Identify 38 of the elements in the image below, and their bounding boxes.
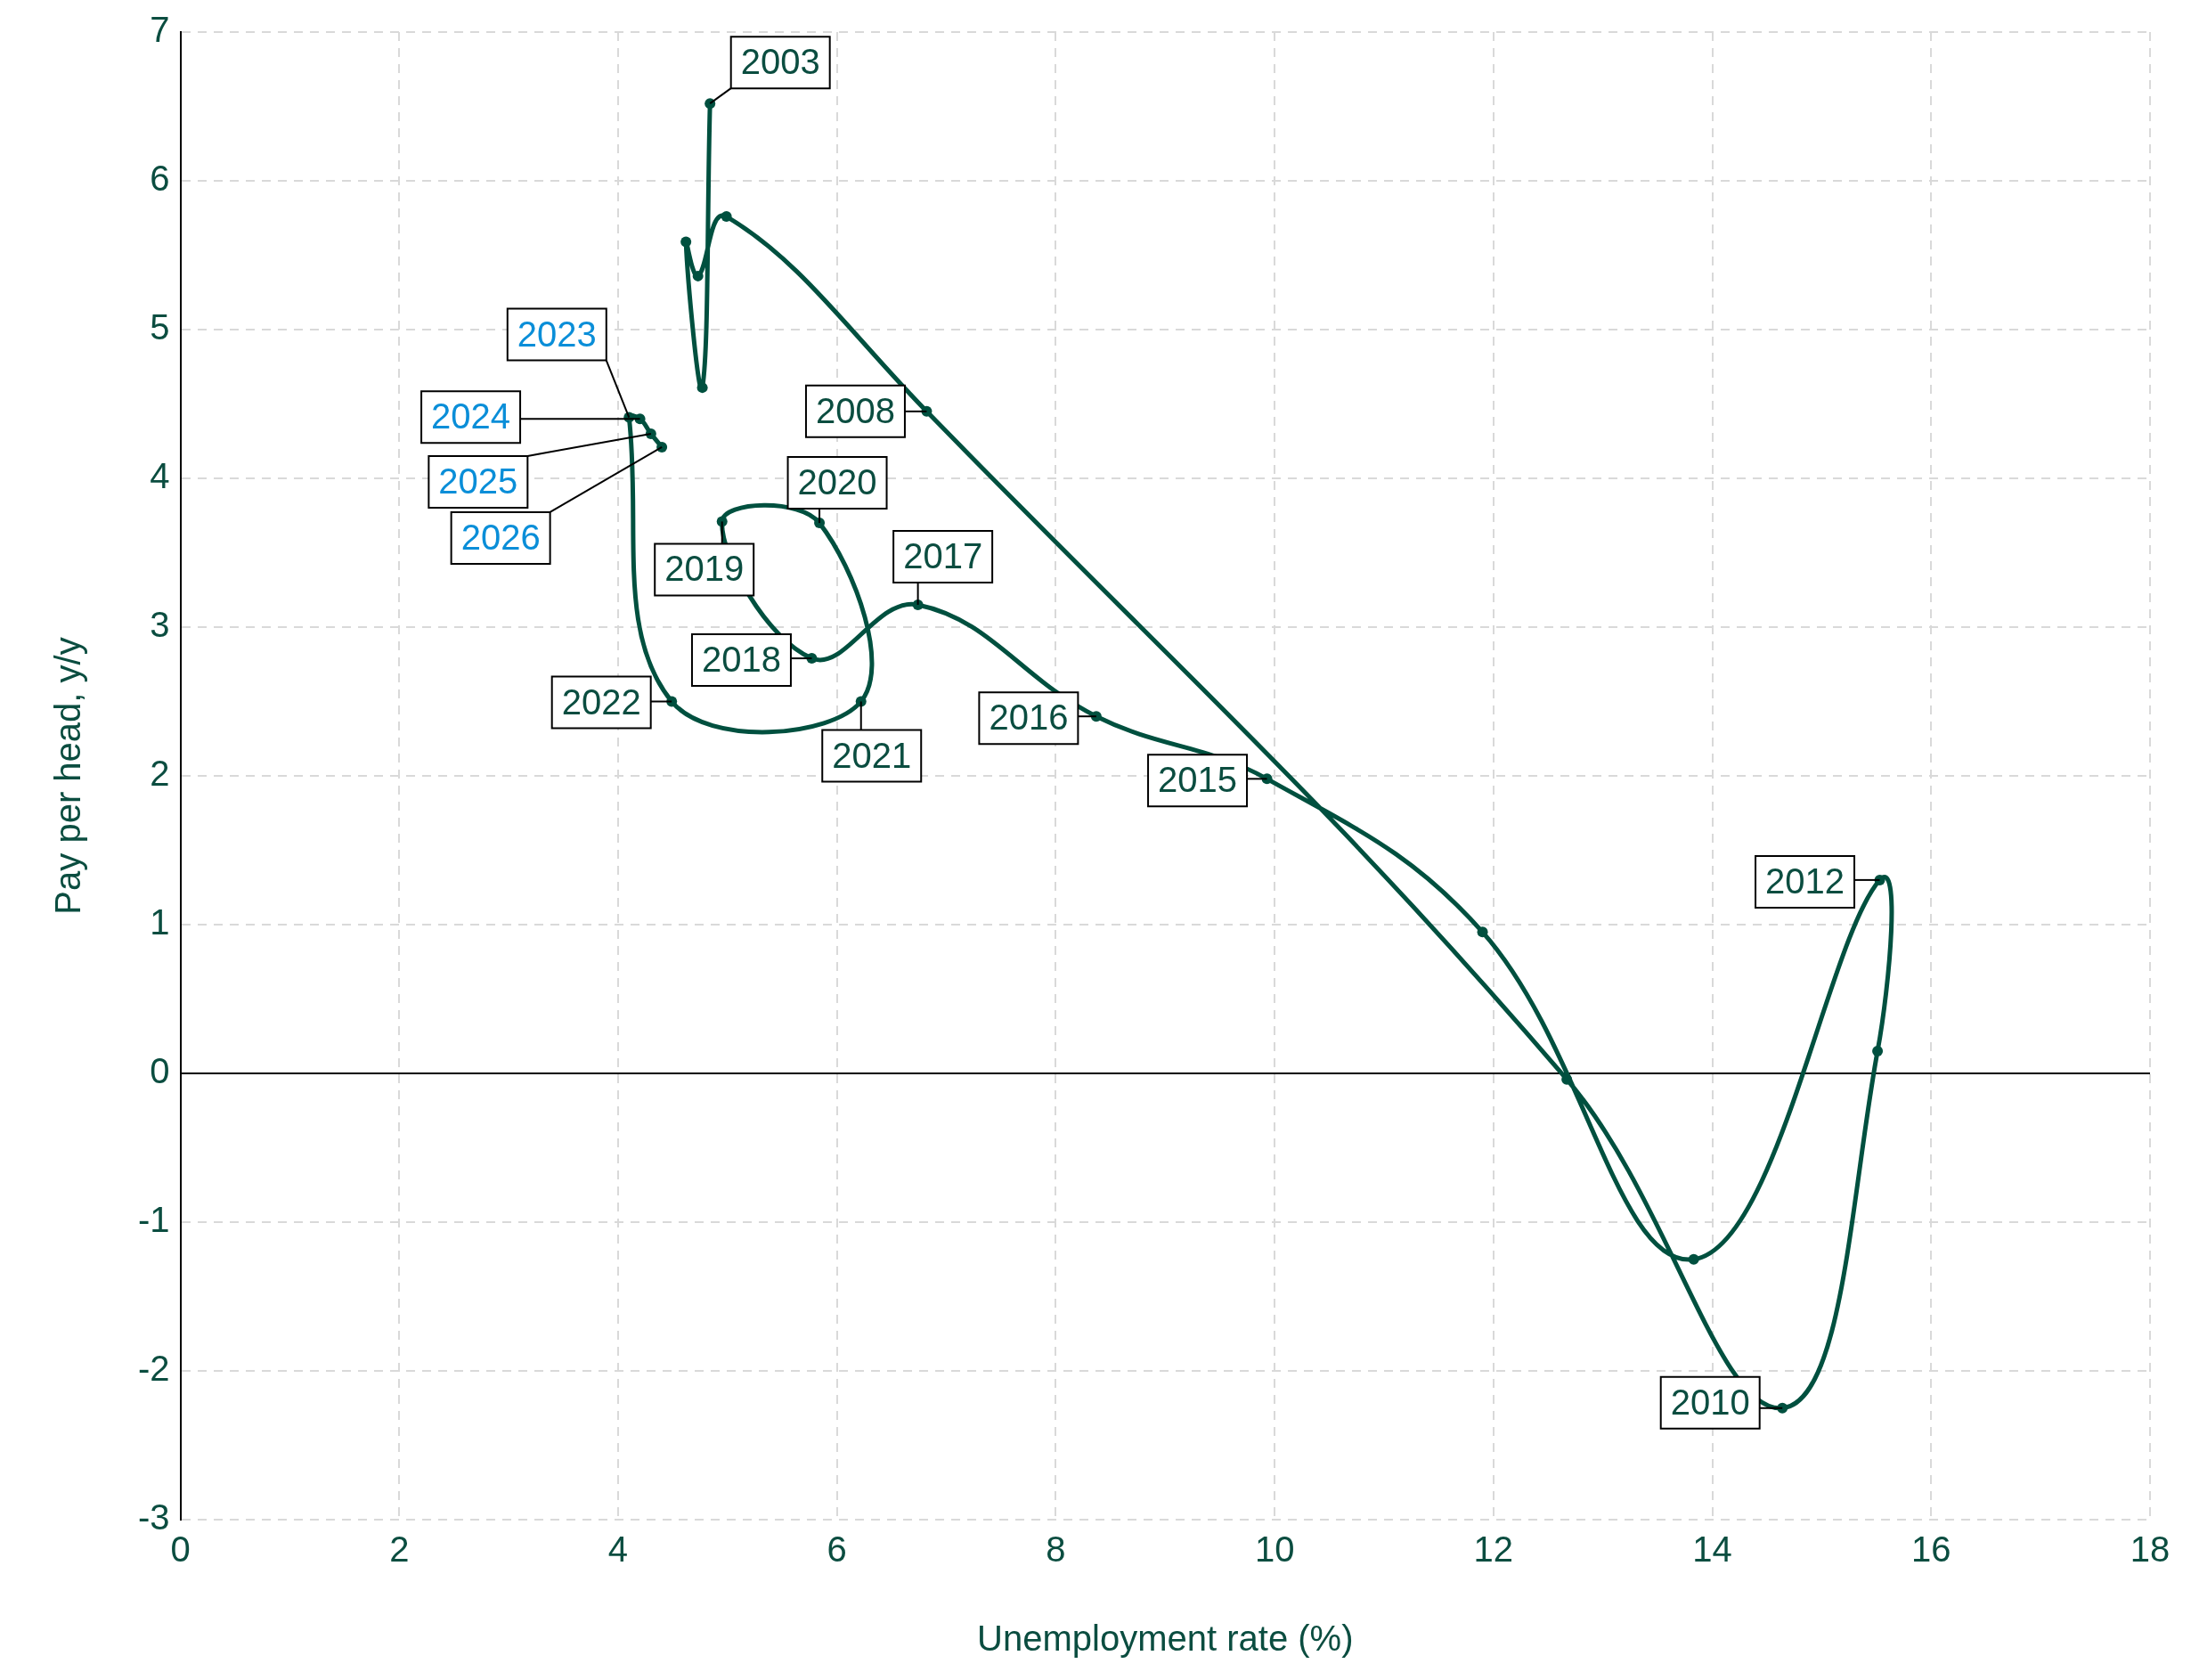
annotation: 2010 [1670, 1382, 1750, 1422]
y-tick-label: 6 [150, 159, 170, 199]
x-axis-title: Unemployment rate (%) [977, 1619, 1354, 1659]
y-tick-label: 1 [150, 902, 170, 942]
annotation: 2017 [903, 535, 983, 575]
x-tick-label: 14 [1692, 1529, 1732, 1570]
x-tick-label: 12 [1473, 1529, 1514, 1570]
annotation: 2024 [431, 396, 511, 436]
x-tick-label: 4 [607, 1529, 629, 1570]
annotation: 2026 [460, 517, 541, 557]
annotation: 2003 [740, 42, 820, 82]
x-tick-label: 6 [827, 1529, 847, 1570]
y-tick-label: 7 [150, 10, 170, 50]
annotation: 2018 [701, 640, 781, 680]
annotation: 2019 [664, 549, 745, 589]
annotation: 2008 [815, 390, 895, 430]
x-tick-label: 2 [389, 1529, 410, 1570]
annotation: 2022 [561, 681, 641, 722]
y-axis-title: Pay per head, y/y [48, 637, 88, 915]
x-tick-label: 10 [1254, 1529, 1295, 1570]
y-tick-label: -1 [137, 1200, 170, 1240]
y-tick-label: 0 [150, 1051, 170, 1091]
y-tick-label: -3 [137, 1497, 170, 1537]
annotation: 2020 [797, 462, 877, 502]
annotation: 2023 [517, 314, 597, 354]
annotation: 2012 [1765, 860, 1845, 901]
y-tick-label: 2 [150, 754, 170, 794]
y-tick-label: -2 [137, 1349, 170, 1389]
x-tick-label: 16 [1911, 1529, 1951, 1570]
y-tick-label: 3 [150, 605, 170, 645]
x-tick-label: 18 [2130, 1529, 2170, 1570]
y-tick-label: 5 [150, 307, 170, 347]
annotation: 2015 [1158, 760, 1238, 800]
annotation: 2025 [438, 461, 518, 501]
y-tick-label: 4 [150, 456, 170, 496]
annotation: 2021 [832, 735, 912, 775]
x-tick-label: 8 [1046, 1529, 1066, 1570]
annotation: 2016 [989, 697, 1069, 738]
